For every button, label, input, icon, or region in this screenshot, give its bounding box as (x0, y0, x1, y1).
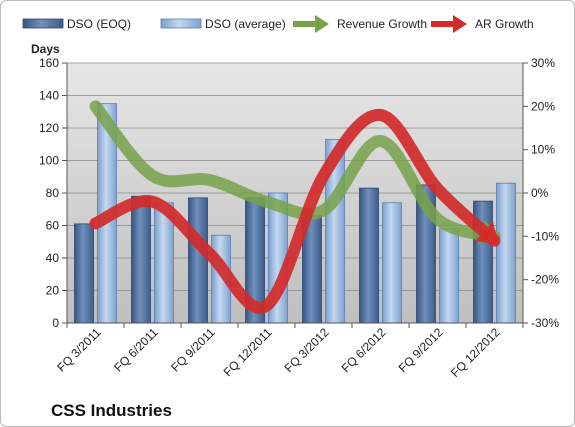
bar-dso-average (382, 202, 402, 324)
bar-dso-eoq (74, 223, 94, 324)
y-tick-label: 80 (46, 186, 60, 200)
chart-title: CSS Industries (51, 401, 172, 420)
y2-tick-label: 20% (531, 99, 555, 113)
legend-ar-growth-arrowhead (453, 15, 467, 33)
bar-dso-eoq (131, 195, 151, 324)
legend-ar-growth-label: AR Growth (475, 17, 534, 31)
x-tick-label: FQ 12/2011 (221, 325, 275, 379)
lines-layer (89, 100, 501, 314)
y-tick-label: 60 (46, 219, 60, 233)
y-tick-label: 160 (39, 56, 59, 70)
legend: DSO (EOQ) DSO (average) Revenue Growth AR G… (22, 15, 534, 33)
legend-dso-average-label: DSO (average) (205, 17, 286, 31)
bar-dso-eoq (359, 187, 379, 324)
y2-tick-label: -20% (531, 273, 559, 287)
x-tick-label: FQ 12/2012 (448, 325, 503, 380)
ar-growth-line (89, 109, 501, 314)
y2-tick-label: 10% (531, 143, 555, 157)
y2-tick-label: 0% (531, 186, 549, 200)
y-tick-label: 140 (39, 89, 59, 103)
y-tick-label: 0 (52, 316, 59, 330)
x-tick-label: FQ 6/2011 (111, 325, 161, 375)
x-tick-label: FQ 9/2012 (396, 325, 446, 375)
y-tick-label: 100 (39, 154, 59, 168)
x-tick-label: FQ 3/2011 (54, 325, 104, 375)
legend-dso-eoq-label: DSO (EOQ) (67, 17, 131, 31)
x-tick-label: FQ 9/2011 (168, 325, 218, 375)
y2-tick-label: -10% (531, 229, 559, 243)
y2-tick-label: 30% (531, 56, 555, 70)
bar-dso-eoq (188, 197, 208, 324)
y-axis-title: Days (31, 42, 60, 56)
legend-dso-eoq-swatch (22, 18, 64, 29)
legend-revenue-growth-label: Revenue Growth (337, 17, 427, 31)
bar-dso-average (439, 228, 459, 324)
x-tick-label: FQ 6/2012 (339, 325, 389, 375)
y-tick-label: 120 (39, 121, 59, 135)
y2-tick-label: -30% (531, 316, 559, 330)
y-tick-label: 20 (46, 284, 60, 298)
bar-dso-average (496, 182, 516, 324)
ar-growth-arrowhead (475, 221, 499, 245)
x-tick-label: FQ 3/2012 (282, 325, 332, 375)
legend-revenue-growth-arrowhead (315, 15, 329, 33)
y-tick-label: 40 (46, 251, 60, 265)
legend-dso-average-swatch (160, 18, 202, 29)
